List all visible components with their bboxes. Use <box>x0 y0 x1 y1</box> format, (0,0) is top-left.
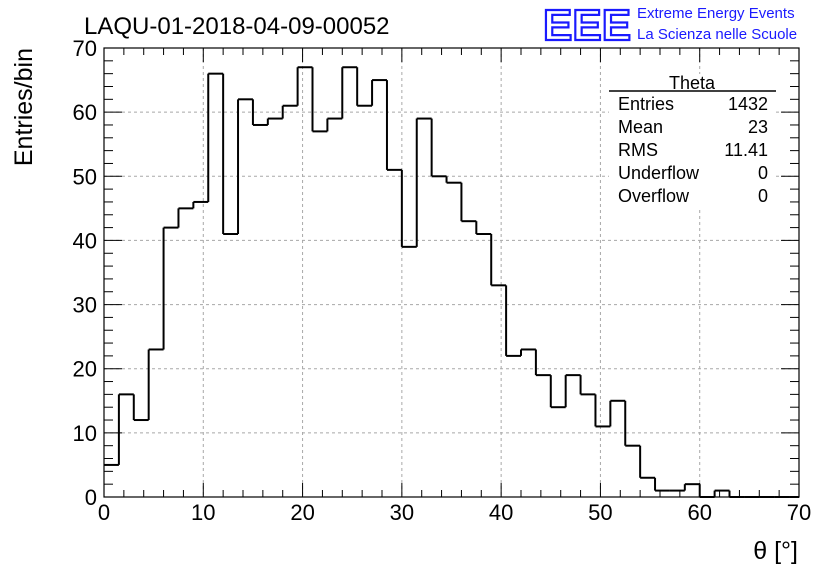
x-tick-label: 70 <box>787 500 811 525</box>
grid <box>104 48 799 497</box>
stats-underflow-label: Underflow <box>618 163 700 183</box>
x-tick-label: 30 <box>390 500 414 525</box>
eee-logo: EEE Extreme Energy Events La Scienza nel… <box>542 0 797 51</box>
stats-box-title: Theta <box>669 73 716 93</box>
x-axis-title: θ [°] <box>753 537 798 565</box>
chart-title: LAQU-01-2018-04-09-00052 <box>84 13 390 40</box>
y-tick-label: 70 <box>73 36 97 61</box>
x-tick-label: 40 <box>489 500 513 525</box>
stats-box-background <box>609 74 776 210</box>
x-tick-label: 50 <box>588 500 612 525</box>
plot-frame <box>103 47 800 498</box>
x-tick-label: 0 <box>98 500 110 525</box>
stats-overflow-value: 0 <box>758 186 768 206</box>
stats-rms-label: RMS <box>618 140 658 160</box>
x-tick-label: 20 <box>290 500 314 525</box>
stats-box: Theta Entries 1432 Mean 23 RMS 11.41 Und… <box>609 73 776 210</box>
x-tick-label: 60 <box>687 500 711 525</box>
y-tick-label: 0 <box>85 485 97 510</box>
eee-logo-line1: Extreme Energy Events <box>637 5 795 22</box>
stats-underflow-value: 0 <box>758 163 768 183</box>
stats-rms-value: 11.41 <box>724 140 768 160</box>
y-tick-label: 60 <box>73 100 97 125</box>
y-tick-label: 30 <box>73 293 97 318</box>
y-tick-label: 20 <box>73 357 97 382</box>
y-tick-label: 50 <box>73 164 97 189</box>
y-tick-labels: 0 10 20 30 40 50 60 70 <box>73 36 97 510</box>
stats-mean-value: 23 <box>748 117 768 137</box>
y-axis-title: Entries/bin <box>10 48 38 166</box>
stats-entries-value: 1432 <box>728 94 768 114</box>
eee-logo-mark: EEE <box>543 1 631 50</box>
stats-overflow-label: Overflow <box>618 186 690 206</box>
x-tick-labels: 0 10 20 30 40 50 60 70 <box>98 500 811 525</box>
eee-logo-line2: La Scienza nelle Scuole <box>637 26 797 43</box>
stats-entries-label: Entries <box>618 94 674 114</box>
x-tick-label: 10 <box>191 500 215 525</box>
y-tick-label: 10 <box>73 421 97 446</box>
stats-mean-label: Mean <box>618 117 663 137</box>
y-tick-label: 40 <box>73 228 97 253</box>
